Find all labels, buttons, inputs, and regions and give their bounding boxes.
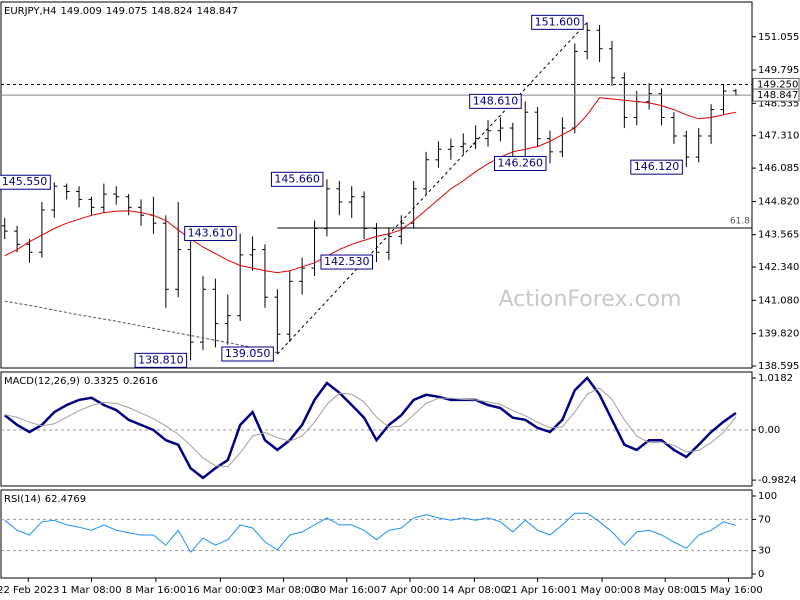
annotation-box [630, 159, 683, 175]
panel-frame [0, 489, 753, 579]
y-tick-label: -0.9824 [758, 475, 797, 486]
annotation-label: 138.810 [138, 353, 184, 366]
y-tick-label: 0 [758, 569, 764, 580]
annotation-box [0, 174, 51, 190]
indicator-line [3, 375, 737, 480]
annotation-label: 148.610 [473, 94, 519, 107]
y-tick-label: 141.080 [758, 295, 799, 306]
x-tick-label: 21 Apr 16:00 [505, 585, 570, 596]
annotation-label: 143.610 [188, 226, 234, 239]
y-tick-label: 147.310 [758, 131, 799, 142]
x-tick-label: 16 Mar 00:00 [187, 585, 254, 596]
x-tick-label: 8 May 08:00 [634, 585, 696, 596]
indicator-line [4, 387, 737, 468]
indicator-name: RSI(14) [4, 494, 41, 505]
annotation-box [531, 14, 584, 30]
y-tick-label: 100 [758, 491, 777, 502]
watermark: ActionForex.com [499, 287, 682, 312]
x-tick-label: 23 Mar 08:00 [250, 585, 317, 596]
y-tick-label: 144.820 [758, 197, 799, 208]
y-tick-label: 142.340 [758, 262, 799, 273]
y-tick-label: 0.00 [758, 425, 780, 436]
chart-header: EURJPY,H4 149.009 149.075 148.824 148.847 [4, 6, 238, 17]
moving-average [4, 300, 278, 354]
y-tick-label: 143.565 [758, 230, 799, 241]
indicator-name: MACD(12,26,9) [4, 376, 80, 387]
indicator-value: 0.2616 [123, 376, 158, 387]
annotation-box [320, 254, 373, 270]
x-tick-label: 8 Mar 16:00 [126, 585, 186, 596]
x-tick-label: 30 Mar 16:00 [313, 585, 380, 596]
price-level-label: 148.847 [757, 90, 798, 101]
indicator-value: 0.3325 [84, 376, 119, 387]
annotation-box [493, 155, 547, 171]
y-tick-label: 148.535 [758, 98, 799, 109]
x-tick-label: 14 Apr 08:00 [442, 585, 507, 596]
annotation-label: 142.530 [324, 255, 370, 268]
last-close: 148.847 [197, 6, 238, 17]
annotation-box [469, 93, 522, 109]
fib-label: 61.8 [730, 216, 750, 226]
annotation-box [221, 346, 274, 362]
indicator-value: 62.4769 [45, 494, 86, 505]
moving-average [4, 97, 737, 274]
last-low: 148.824 [151, 6, 192, 17]
y-tick-label: 70 [758, 514, 771, 525]
last-high: 149.075 [106, 6, 147, 17]
indicator-header: MACD(12,26,9) 0.3325 0.2616 [4, 376, 158, 387]
last-open: 149.009 [61, 6, 102, 17]
price-level-box [752, 88, 800, 102]
panel-frame [0, 1, 753, 369]
annotation-label: 146.120 [634, 160, 680, 173]
panel-frame [0, 371, 753, 487]
y-tick-label: 30 [758, 546, 771, 557]
indicator-header: RSI(14) 62.4769 [4, 494, 86, 505]
annotation-label: 145.660 [274, 172, 320, 185]
y-tick-label: 149.795 [758, 65, 799, 76]
y-tick-label: 139.820 [758, 329, 799, 340]
annotation-label: 145.550 [2, 175, 48, 188]
annotation-label: 146.260 [497, 156, 543, 169]
annotation-box [134, 352, 188, 368]
x-tick-label: 15 May 16:00 [694, 585, 763, 596]
y-tick-label: 1.0182 [758, 373, 793, 384]
x-tick-label: 7 Apr 00:00 [381, 585, 440, 596]
x-tick-label: 22 Feb 2023 [0, 585, 59, 596]
y-tick-label: 138.595 [758, 361, 799, 372]
symbol: EURJPY,H4 [4, 6, 57, 17]
annotation-label: 151.600 [535, 15, 581, 28]
annotation-box [184, 225, 237, 241]
y-tick-label: 151.055 [758, 32, 799, 43]
indicator-line [4, 512, 737, 554]
x-tick-label: 1 May 00:00 [571, 585, 633, 596]
price-level-label: 149.250 [757, 79, 798, 90]
annotation-box [270, 171, 324, 187]
trendline [276, 22, 588, 355]
x-tick-label: 1 Mar 08:00 [61, 585, 121, 596]
y-tick-label: 146.085 [758, 163, 799, 174]
annotation-label: 139.050 [225, 347, 271, 360]
